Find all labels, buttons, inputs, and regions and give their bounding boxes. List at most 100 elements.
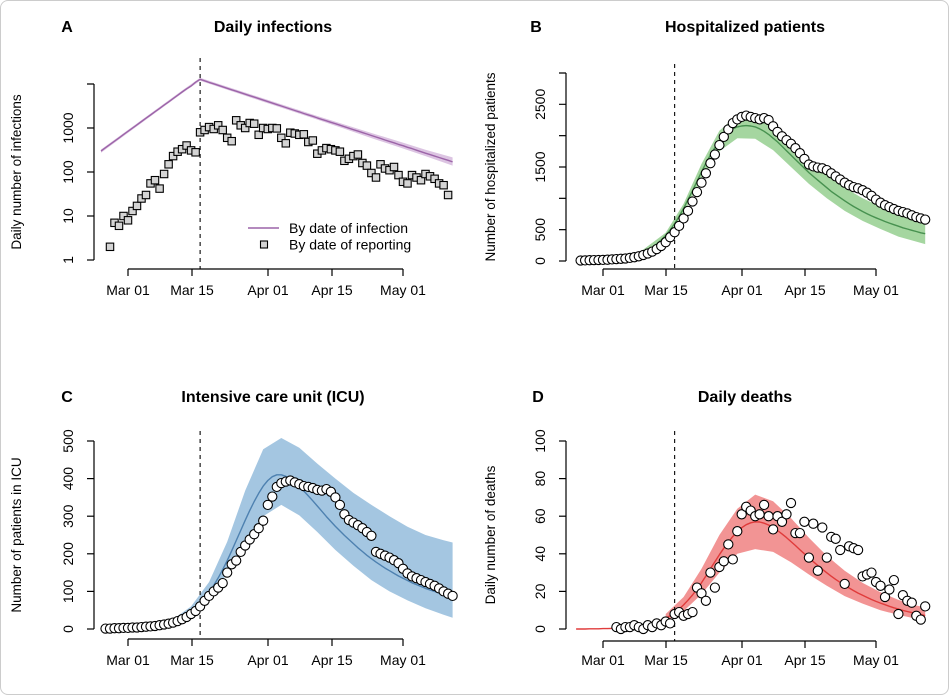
circle-marker: [736, 509, 747, 520]
circle-marker: [758, 499, 770, 511]
legend-label-infection: By date of infection: [289, 220, 408, 236]
square-marker: [128, 206, 137, 216]
circle-marker: [776, 516, 788, 527]
square-marker: [277, 133, 286, 143]
circle-marker: [222, 567, 233, 578]
y-tick-label: 40: [532, 546, 548, 562]
panel-A-model-line: [100, 78, 453, 163]
panel-C-uncertainty-band: [173, 438, 453, 624]
circle-marker: [830, 533, 841, 544]
circle-marker: [888, 574, 900, 586]
circle-marker: [700, 595, 712, 606]
y-tick-label: 200: [60, 542, 76, 566]
circle-marker: [817, 522, 828, 533]
circle-marker: [687, 196, 698, 207]
circle-marker: [835, 544, 846, 556]
square-marker: [119, 211, 128, 221]
panel-D-x-axis: [602, 640, 877, 648]
y-tick-label: 80: [532, 471, 548, 487]
circle-marker: [330, 492, 341, 503]
circle-marker: [696, 588, 707, 599]
circle-marker: [723, 539, 734, 550]
square-marker: [114, 221, 124, 231]
circle-marker: [875, 580, 886, 591]
square-marker: [213, 121, 223, 130]
panel-C-letter: C: [61, 389, 73, 406]
square-marker: [353, 150, 363, 159]
square-marker: [227, 136, 236, 146]
square-marker: [249, 119, 259, 128]
circle-marker: [253, 523, 264, 534]
y-tick-label: 0: [60, 625, 76, 633]
circle-marker: [803, 552, 815, 563]
square-marker: [367, 168, 376, 178]
square-marker: [191, 148, 200, 157]
y-tick-label: 100: [532, 429, 548, 453]
x-tick-label: Apr 01: [721, 652, 762, 668]
circle-marker: [262, 499, 273, 511]
square-marker: [141, 190, 151, 200]
panel-D-letter: D: [532, 389, 544, 406]
circle-marker: [727, 554, 738, 565]
x-tick-label: Apr 01: [721, 282, 762, 298]
circle-marker: [879, 591, 891, 603]
square-marker: [281, 139, 291, 148]
circle-marker: [732, 526, 743, 537]
circle-marker: [334, 499, 346, 511]
circle-marker: [267, 491, 278, 502]
square-marker: [240, 123, 250, 133]
y-tick-label: 500: [532, 218, 548, 242]
y-tick-label: 0: [532, 625, 548, 633]
y-tick-label: 500: [60, 429, 76, 453]
square-marker: [299, 130, 309, 139]
square-marker: [123, 216, 133, 225]
x-tick-label: Mar 01: [581, 282, 625, 298]
x-tick-label: Mar 01: [581, 652, 625, 668]
square-marker: [394, 170, 403, 180]
x-tick-label: May 01: [853, 652, 899, 668]
circle-marker: [687, 606, 698, 618]
square-marker: [168, 151, 178, 161]
panel-B-letter: B: [530, 19, 542, 36]
panel-A-data-points: [105, 116, 453, 252]
y-tick-label: 2500: [532, 89, 548, 120]
x-tick-label: Mar 01: [106, 652, 150, 668]
square-marker: [132, 201, 142, 211]
circle-marker: [709, 149, 721, 160]
panel-A-y-axis: [87, 83, 95, 261]
panel-B: 0 500 1500 2500 Mar 01 Mar 15 Apr 01 Apr 15 May …: [483, 19, 931, 298]
circle-marker: [691, 186, 703, 198]
circle-marker: [447, 590, 458, 602]
x-tick-label: Apr 01: [247, 282, 288, 298]
circle-marker: [920, 601, 931, 612]
legend-square-sample: [259, 240, 269, 249]
y-tick-label: 0: [532, 257, 548, 265]
circle-marker: [812, 565, 823, 576]
x-tick-label: Mar 15: [644, 282, 688, 298]
circle-marker: [915, 614, 926, 625]
y-tick-label: 100: [60, 160, 76, 184]
panel-B-x-axis: [602, 268, 877, 276]
panel-A: 1 10 100 1000 Mar 01 Mar 15 Apr 01 Apr 15 May 01…: [9, 19, 453, 298]
circle-marker: [709, 582, 721, 593]
circle-marker: [839, 578, 850, 590]
circle-marker: [258, 515, 269, 526]
square-marker: [218, 125, 227, 135]
panel-A-y-axis-title: Daily number of infections: [9, 94, 24, 250]
square-marker: [403, 179, 412, 188]
x-tick-label: May 01: [380, 282, 426, 298]
circle-marker: [682, 205, 694, 217]
panel-A-title: Daily infections: [214, 19, 332, 36]
legend-label-reporting: By date of reporting: [289, 237, 411, 253]
panel-D-y-axis: [559, 440, 567, 630]
square-marker: [389, 162, 399, 172]
square-marker: [371, 173, 381, 182]
panel-D-title: Daily deaths: [698, 389, 792, 406]
panel-D-y-axis-title: Daily number of deaths: [483, 465, 498, 604]
square-marker: [443, 190, 453, 200]
panel-C-x-axis: [127, 638, 404, 646]
circle-marker: [705, 567, 716, 578]
circle-marker: [781, 509, 792, 520]
